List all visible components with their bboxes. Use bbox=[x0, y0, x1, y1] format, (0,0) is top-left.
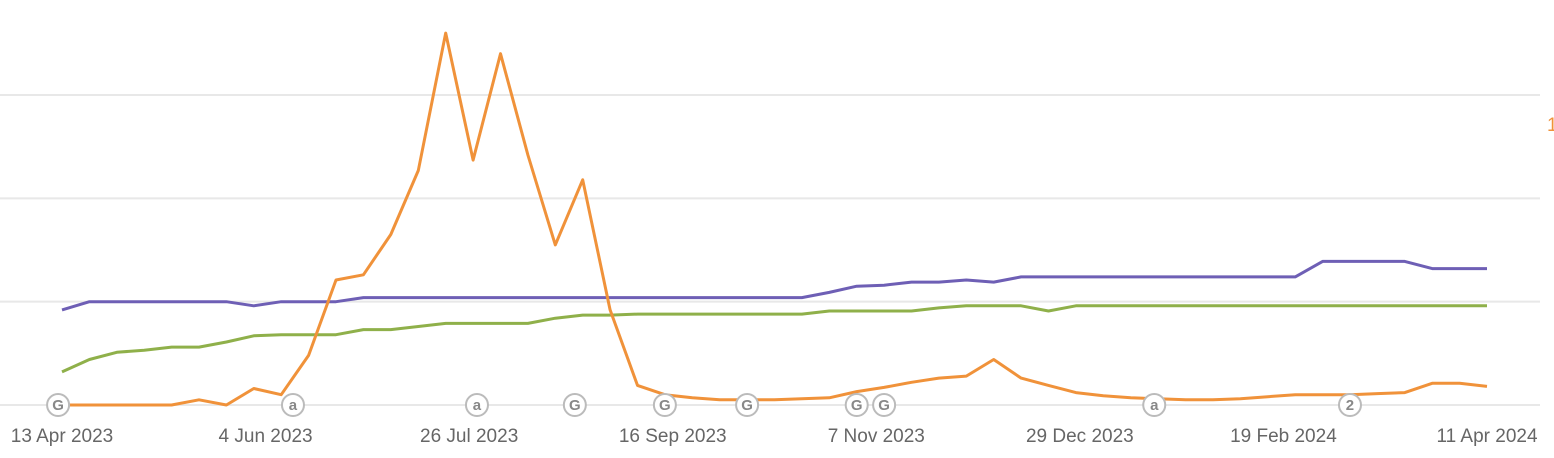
event-label: G bbox=[569, 397, 581, 414]
event-label: G bbox=[659, 397, 671, 414]
event-label: G bbox=[878, 397, 890, 414]
event-marker bbox=[1337, 393, 1362, 417]
event-label: a bbox=[289, 397, 298, 414]
event-label: a bbox=[473, 397, 482, 414]
event-marker bbox=[464, 393, 489, 417]
x-tick-label: 4 Jun 2023 bbox=[219, 426, 313, 447]
event-marker bbox=[46, 393, 71, 417]
x-tick-label: 7 Nov 2023 bbox=[828, 426, 925, 447]
event-label: G bbox=[741, 397, 753, 414]
x-tick-label: 11 Apr 2024 bbox=[1436, 426, 1538, 447]
x-tick-label: 29 Dec 2023 bbox=[1026, 426, 1134, 447]
event-marker bbox=[280, 393, 305, 417]
event-marker bbox=[562, 393, 587, 417]
series-line bbox=[61, 259, 1487, 312]
x-tick-label: 16 Sep 2023 bbox=[619, 426, 727, 447]
event-label: G bbox=[851, 397, 863, 414]
series-line bbox=[61, 304, 1487, 374]
x-tick-label: 26 Jul 2023 bbox=[420, 426, 518, 447]
event-marker bbox=[872, 393, 897, 417]
event-marker bbox=[652, 393, 677, 417]
event-marker bbox=[1142, 393, 1167, 417]
event-label: G bbox=[52, 397, 64, 414]
event-label: a bbox=[1150, 397, 1159, 414]
event-label: 2 bbox=[1346, 397, 1354, 414]
series-line bbox=[62, 31, 1488, 407]
x-tick-label: 13 Apr 2023 bbox=[11, 426, 113, 447]
x-tick-label: 19 Feb 2024 bbox=[1230, 426, 1337, 447]
event-marker bbox=[844, 393, 869, 417]
event-marker bbox=[735, 393, 760, 417]
annotation: 1 bbox=[1547, 115, 1554, 136]
